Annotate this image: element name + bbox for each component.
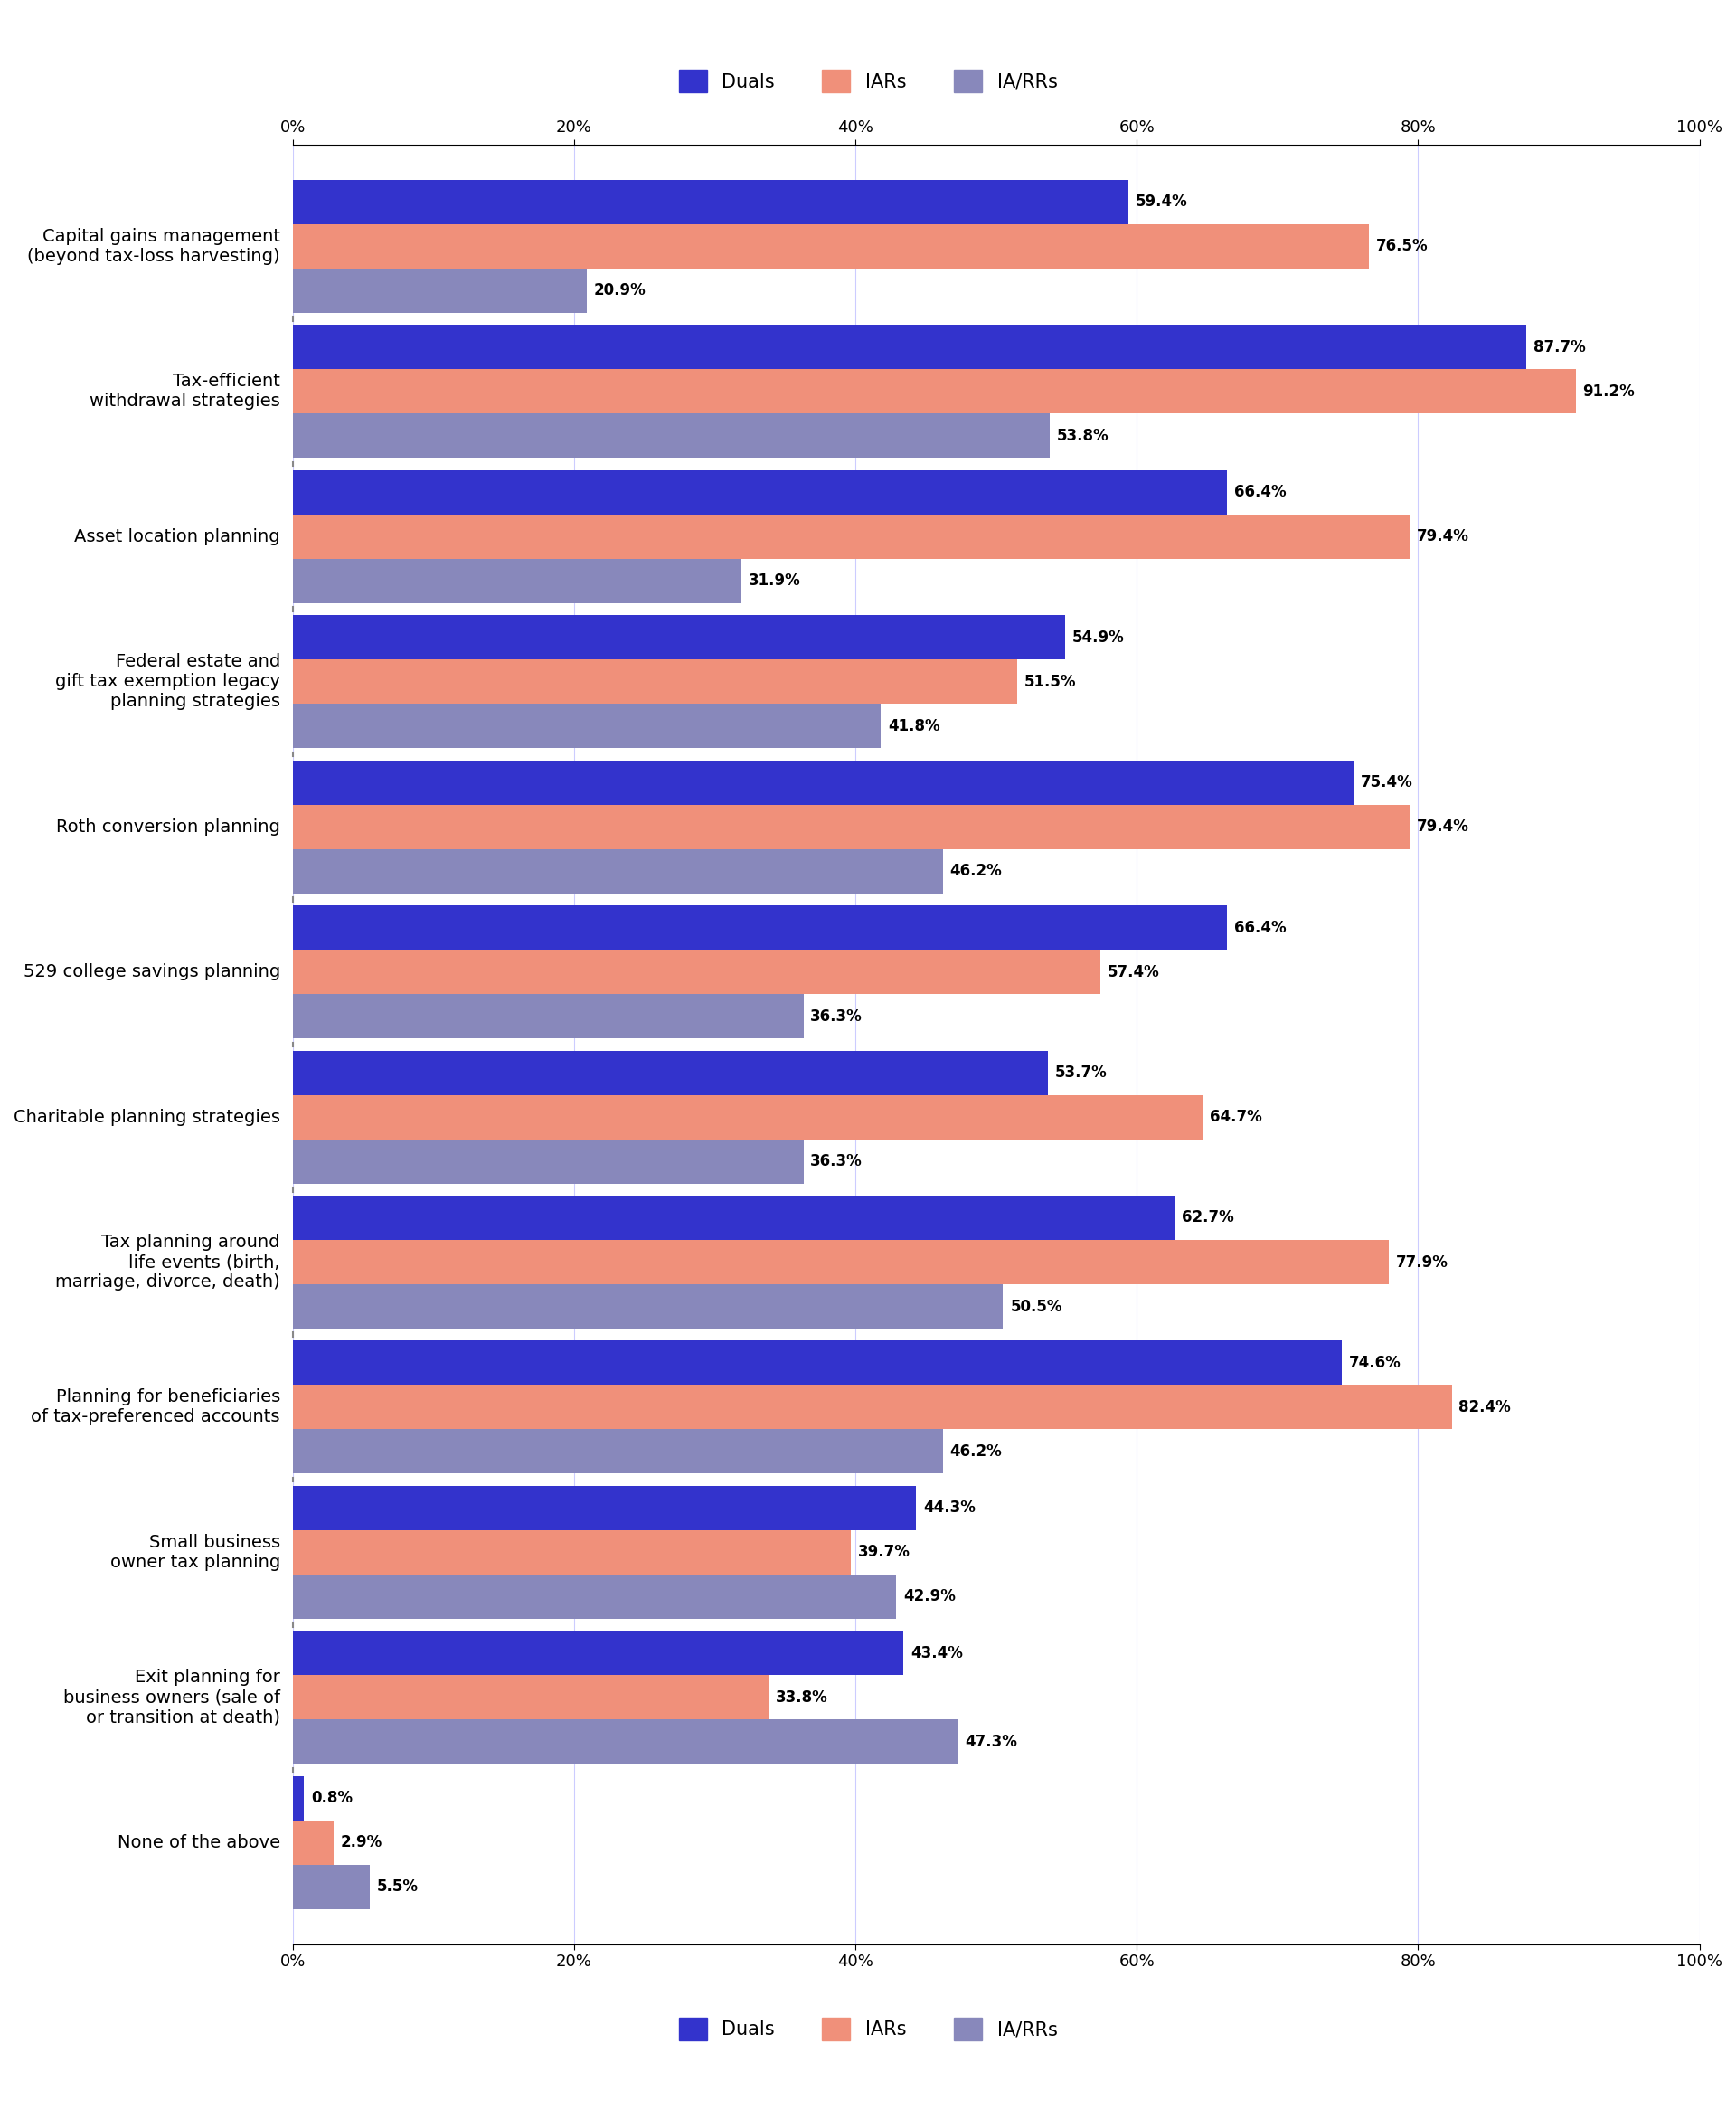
Text: 42.9%: 42.9%: [903, 1589, 955, 1606]
Text: 91.2%: 91.2%: [1583, 384, 1635, 399]
Text: 76.5%: 76.5%: [1377, 238, 1429, 255]
Text: 46.2%: 46.2%: [950, 1443, 1002, 1460]
Bar: [293, 1485, 917, 1530]
Text: 36.3%: 36.3%: [811, 1154, 863, 1169]
Text: 47.3%: 47.3%: [965, 1734, 1017, 1749]
Text: 75.4%: 75.4%: [1361, 774, 1413, 791]
Bar: [293, 1285, 1003, 1329]
Text: 51.5%: 51.5%: [1024, 673, 1076, 690]
Text: 39.7%: 39.7%: [858, 1545, 911, 1561]
Text: 62.7%: 62.7%: [1182, 1209, 1234, 1226]
Bar: [293, 1530, 851, 1574]
Text: 87.7%: 87.7%: [1533, 340, 1585, 354]
Bar: [293, 1777, 304, 1821]
Bar: [293, 1196, 1175, 1241]
Bar: [293, 325, 1526, 369]
Text: 57.4%: 57.4%: [1108, 964, 1160, 979]
Bar: [293, 224, 1370, 268]
Text: 79.4%: 79.4%: [1417, 819, 1469, 836]
Text: 74.6%: 74.6%: [1349, 1355, 1401, 1372]
Bar: [293, 1428, 943, 1473]
Bar: [293, 804, 1410, 848]
Legend: Duals, IARs, IA/RRs: Duals, IARs, IA/RRs: [672, 61, 1064, 101]
Text: 46.2%: 46.2%: [950, 863, 1002, 880]
Text: 31.9%: 31.9%: [748, 572, 800, 589]
Text: 20.9%: 20.9%: [594, 283, 646, 300]
Bar: [293, 559, 741, 603]
Text: 53.7%: 53.7%: [1055, 1066, 1108, 1080]
Text: 82.4%: 82.4%: [1458, 1399, 1510, 1416]
Bar: [293, 1241, 1389, 1285]
Text: 36.3%: 36.3%: [811, 1009, 863, 1023]
Legend: Duals, IARs, IA/RRs: Duals, IARs, IA/RRs: [672, 2009, 1064, 2049]
Text: 41.8%: 41.8%: [887, 717, 939, 734]
Text: 33.8%: 33.8%: [776, 1690, 828, 1705]
Bar: [293, 660, 1017, 705]
Text: 2.9%: 2.9%: [340, 1834, 382, 1850]
Bar: [293, 369, 1576, 414]
Bar: [293, 179, 1128, 224]
Text: 44.3%: 44.3%: [924, 1500, 976, 1517]
Bar: [293, 1821, 333, 1865]
Bar: [293, 760, 1354, 804]
Text: 77.9%: 77.9%: [1396, 1253, 1448, 1270]
Text: 53.8%: 53.8%: [1057, 428, 1109, 443]
Bar: [293, 1631, 903, 1675]
Bar: [293, 1865, 370, 1910]
Text: 54.9%: 54.9%: [1073, 629, 1125, 646]
Text: 50.5%: 50.5%: [1010, 1298, 1062, 1315]
Bar: [293, 905, 1227, 949]
Bar: [293, 515, 1410, 559]
Bar: [293, 414, 1050, 458]
Bar: [293, 616, 1064, 660]
Bar: [293, 705, 880, 749]
Bar: [293, 950, 1101, 994]
Bar: [293, 268, 587, 312]
Text: 64.7%: 64.7%: [1210, 1110, 1262, 1125]
Text: 66.4%: 66.4%: [1234, 483, 1286, 500]
Bar: [293, 471, 1227, 515]
Bar: [293, 848, 943, 893]
Text: 59.4%: 59.4%: [1135, 194, 1187, 211]
Text: 5.5%: 5.5%: [377, 1878, 418, 1895]
Bar: [293, 1139, 804, 1184]
Bar: [293, 1720, 958, 1764]
Bar: [293, 1340, 1342, 1384]
Text: 43.4%: 43.4%: [910, 1646, 963, 1661]
Text: 79.4%: 79.4%: [1417, 528, 1469, 544]
Bar: [293, 1675, 769, 1720]
Bar: [293, 1095, 1203, 1139]
Bar: [293, 1574, 896, 1618]
Bar: [293, 1051, 1049, 1095]
Text: 0.8%: 0.8%: [311, 1789, 352, 1806]
Text: 66.4%: 66.4%: [1234, 920, 1286, 935]
Bar: [293, 1384, 1451, 1428]
Bar: [293, 994, 804, 1038]
